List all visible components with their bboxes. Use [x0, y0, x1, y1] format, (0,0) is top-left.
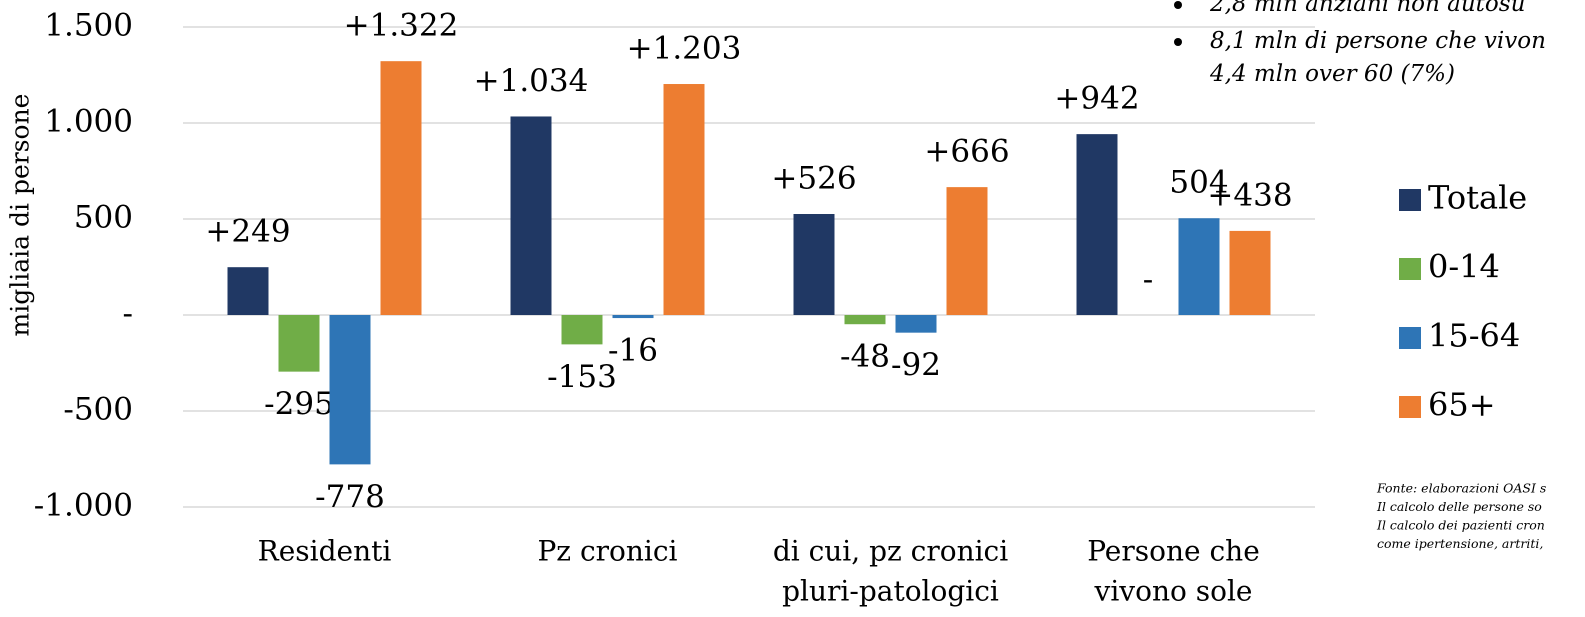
footnote: Il calcolo dei pazienti cron: [1376, 518, 1545, 533]
legend-label: 15-64: [1428, 317, 1520, 355]
bullet: [1174, 1, 1182, 9]
legend-swatch: [1399, 258, 1421, 280]
footnote: Fonte: elaborazioni OASI s: [1376, 481, 1546, 496]
bar: [227, 267, 269, 315]
bar: [278, 315, 320, 372]
bar: [380, 61, 422, 316]
bar: [1076, 134, 1118, 315]
legend-label: 65+: [1428, 386, 1496, 424]
value-label: +1.322: [344, 8, 459, 44]
bar: [510, 116, 552, 315]
value-label: -778: [315, 479, 385, 515]
legend-swatch: [1399, 327, 1421, 349]
bar: [663, 84, 705, 315]
x-tick-label: Residenti: [258, 535, 392, 568]
bar: [793, 214, 835, 315]
bar: [329, 315, 371, 465]
value-label: +942: [1054, 81, 1139, 117]
bar: [1229, 230, 1271, 315]
bar: [844, 315, 886, 325]
value-label: +526: [771, 161, 856, 197]
value-label: +666: [924, 134, 1009, 170]
value-label: 504: [1169, 165, 1228, 201]
bullet: [1174, 38, 1182, 46]
footnote: come ipertensione, artriti,: [1377, 536, 1543, 551]
value-label: +249: [205, 214, 290, 250]
value-label: -153: [547, 359, 617, 395]
y-tick-label: -500: [63, 392, 133, 428]
note: 2,8 mln anziani non autosu: [1209, 0, 1525, 17]
value-label: +438: [1207, 177, 1292, 213]
x-tick-label: pluri-patologici: [782, 575, 999, 608]
x-tick-label: di cui, pz cronici: [773, 535, 1008, 568]
y-axis-label: migliaia di persone: [6, 94, 35, 337]
bar: [946, 187, 988, 315]
y-tick-label: 1.000: [44, 104, 133, 140]
note: 8,1 mln di persone che vivon: [1210, 28, 1546, 54]
value-label: -48: [840, 339, 890, 375]
bar: [561, 315, 603, 345]
value-label: +1.034: [474, 63, 589, 99]
bar: [1178, 218, 1220, 315]
x-tick-label: Pz cronici: [537, 535, 677, 568]
x-tick-label: Persone che: [1087, 535, 1260, 568]
bar: [895, 315, 937, 333]
y-tick-label: -1.000: [34, 488, 133, 524]
value-label: -295: [264, 386, 334, 422]
x-tick-label: vivono sole: [1094, 575, 1253, 608]
legend-label: Totale: [1428, 179, 1527, 217]
value-label: -16: [608, 333, 658, 369]
bar: [612, 315, 654, 319]
footnote: Il calcolo delle persone so: [1376, 499, 1542, 514]
y-tick-label: 1.500: [44, 8, 133, 44]
legend-swatch: [1399, 189, 1421, 211]
value-label: -: [1143, 262, 1153, 298]
y-tick-label: -: [123, 296, 133, 332]
value-label: +1.203: [627, 31, 742, 67]
note: 4,4 mln over 60 (7%): [1209, 61, 1455, 87]
value-label: -92: [891, 347, 941, 383]
y-tick-label: 500: [74, 200, 133, 236]
legend-swatch: [1399, 396, 1421, 418]
legend-label: 0-14: [1428, 248, 1500, 286]
